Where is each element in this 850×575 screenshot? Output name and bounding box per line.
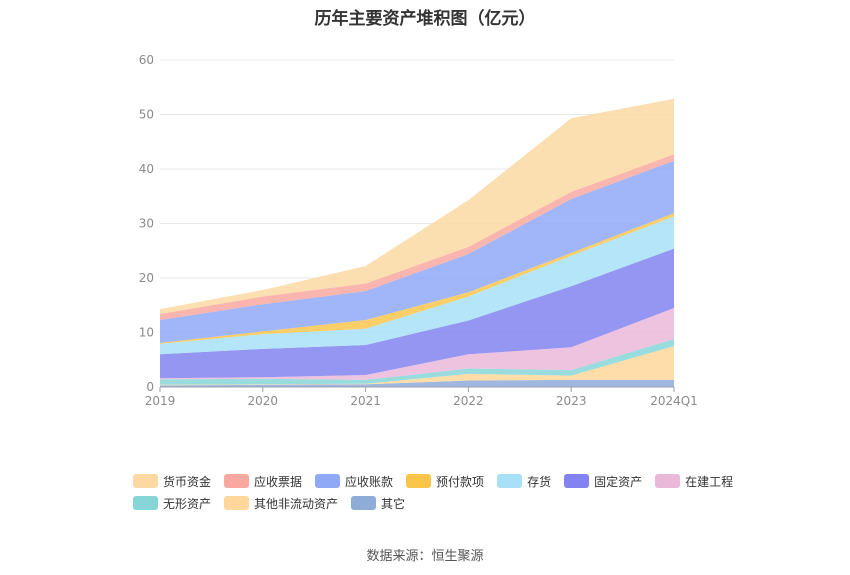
area-series: [160, 346, 674, 386]
x-tick-label: 2024Q1: [650, 394, 698, 408]
legend-swatch: [133, 474, 158, 488]
chart-title: 历年主要资产堆积图（亿元）: [314, 9, 536, 29]
y-tick-label: 10: [139, 326, 154, 340]
legend-label: 在建工程: [685, 474, 734, 489]
legend-label: 固定资产: [594, 474, 643, 489]
legend-swatch: [564, 474, 590, 488]
y-tick-label: 20: [139, 271, 154, 285]
area-series: [160, 308, 674, 380]
legend-item-cunhuo[interactable]: 存货: [497, 472, 551, 490]
area-series: [160, 379, 674, 387]
y-tick-label: 50: [139, 108, 154, 122]
legend-label: 存货: [527, 474, 552, 489]
legend-item-yingshou-zhangkuan[interactable]: 应收账款: [315, 472, 393, 490]
area-series: [160, 216, 674, 355]
x-tick-label: 2021: [350, 394, 381, 408]
legend-item-zaijian[interactable]: 在建工程: [655, 472, 733, 490]
y-tick-label: 30: [139, 217, 154, 231]
legend-label: 应收账款: [345, 474, 394, 489]
legend-label: 货币资金: [163, 474, 212, 489]
x-tick-label: 2020: [248, 394, 279, 408]
x-tick-label: 2023: [556, 394, 587, 408]
legend-label: 其它: [381, 496, 406, 511]
legend-swatch: [655, 474, 681, 488]
legend-item-huobi[interactable]: 货币资金: [133, 472, 211, 490]
legend-label: 预付款项: [436, 474, 485, 489]
area-series: [160, 160, 674, 343]
legend-label: 无形资产: [163, 496, 212, 511]
y-tick-label: 60: [139, 53, 154, 67]
area-series: [160, 339, 674, 385]
legend-item-yingshou-piaoju[interactable]: 应收票据: [224, 472, 302, 490]
legend-swatch: [224, 474, 250, 488]
legend-swatch: [406, 474, 432, 488]
legend-label: 其他非流动资产: [254, 496, 339, 511]
legend-label: 应收票据: [254, 474, 303, 489]
y-tick-label: 40: [139, 162, 154, 176]
stacked-area-chart: 0 10 20 30 40 50 60 2019 2020 2021 2022 2023 2024Q1: [139, 53, 698, 408]
x-tick-label: 2019: [145, 394, 176, 408]
legend-swatch: [315, 474, 341, 488]
legend-row-2: 无形资产 其他非流动资产 其它: [133, 494, 753, 512]
legend-swatch: [224, 496, 250, 510]
legend-item-wuxing[interactable]: 无形资产: [133, 494, 211, 512]
legend-item-yufu[interactable]: 预付款项: [406, 472, 484, 490]
x-tick-label: 2022: [453, 394, 484, 408]
legend-row-1: 货币资金 应收票据 应收账款 预付款项 存货 固定资产 在建工程: [133, 472, 753, 490]
legend-swatch: [497, 474, 523, 488]
data-source-note: 数据来源：恒生聚源: [366, 549, 484, 564]
y-tick-label: 0: [146, 380, 154, 394]
legend-swatch: [133, 496, 158, 510]
legend-item-qita-feiliudong[interactable]: 其他非流动资产: [224, 494, 338, 512]
area-series: [160, 248, 674, 379]
legend-swatch: [351, 496, 377, 510]
chart-legend: 货币资金 应收票据 应收账款 预付款项 存货 固定资产 在建工程: [133, 472, 753, 516]
area-series: [160, 98, 674, 314]
legend-item-qita[interactable]: 其它: [351, 494, 405, 512]
legend-item-guding[interactable]: 固定资产: [564, 472, 642, 490]
